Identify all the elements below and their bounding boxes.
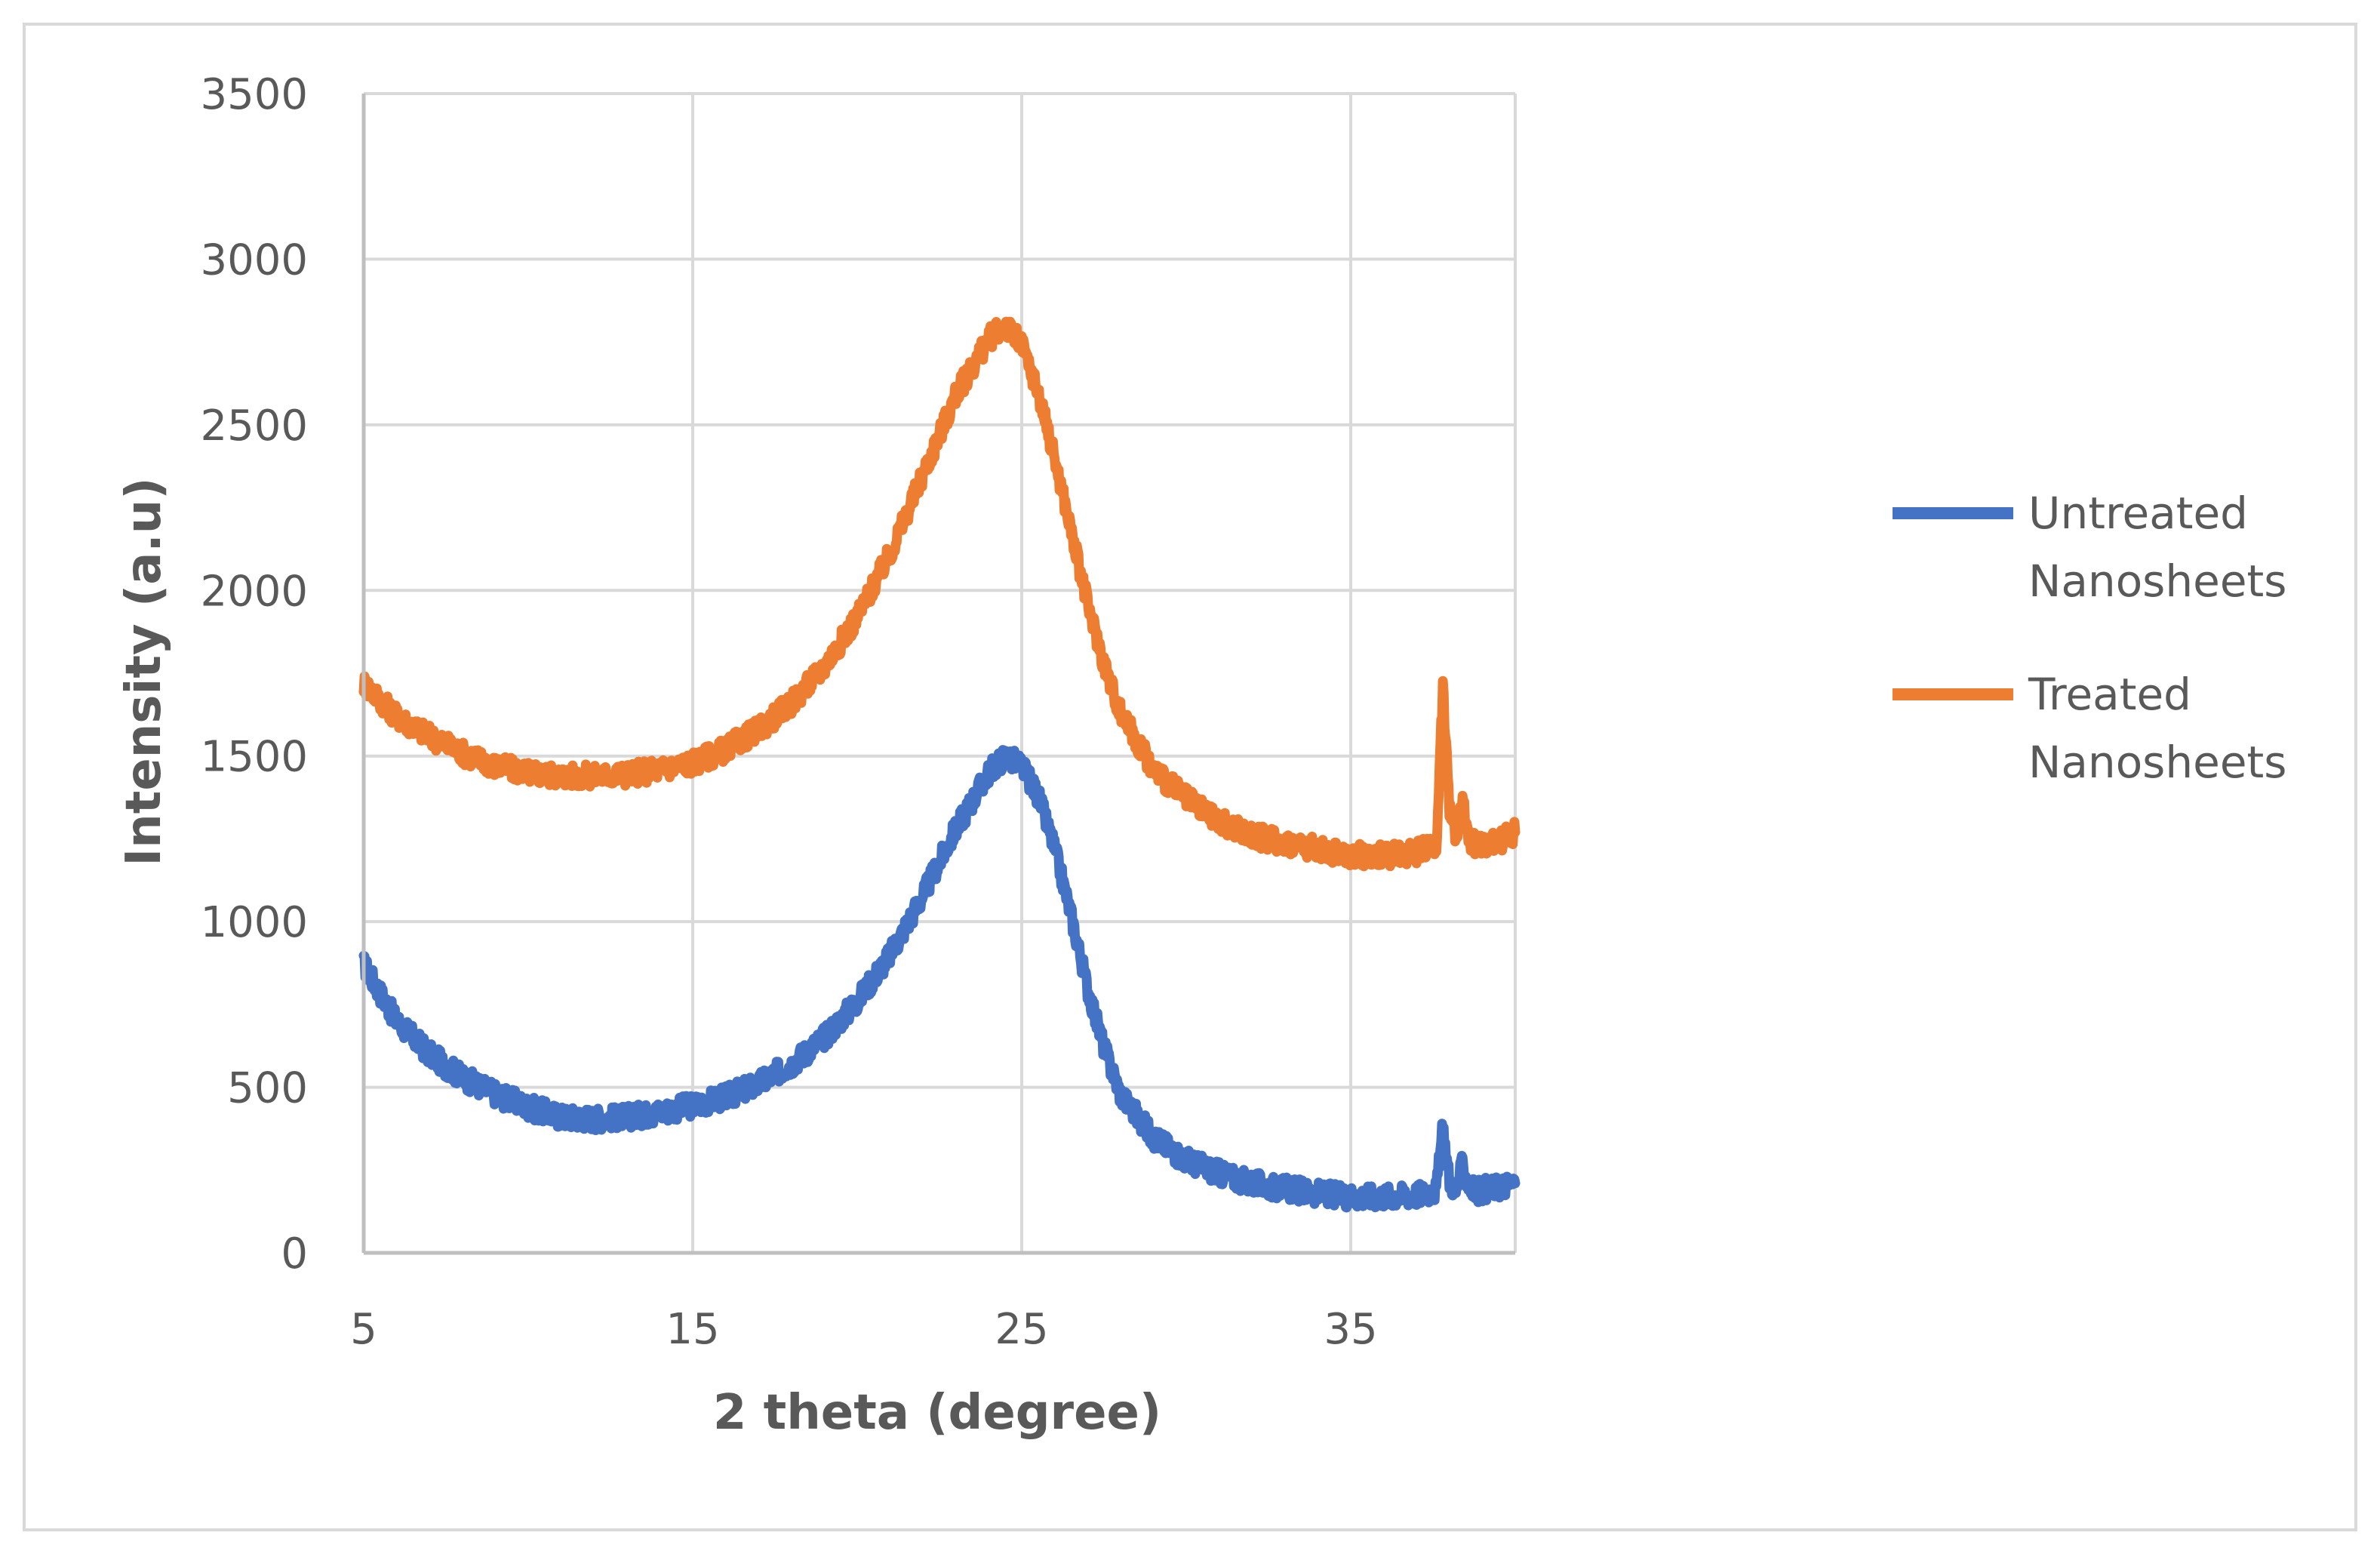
x-tick-label: 25: [995, 1305, 1048, 1354]
legend-label-untreated-line1: Untreated: [2028, 488, 2248, 539]
y-tick-label: 3500: [200, 70, 308, 119]
y-tick-label: 1000: [200, 898, 308, 947]
legend-item-untreated: Untreated Nanosheets: [1893, 488, 2286, 607]
axis-lines: [361, 94, 1515, 1255]
y-tick-label: 2500: [200, 402, 308, 451]
x-axis-title: 2 theta (degree): [713, 1385, 1161, 1441]
x-tick-label: 35: [1324, 1305, 1377, 1354]
y-tick-label: 2000: [200, 567, 308, 616]
legend-label-treated-line2: Nanosheets: [2028, 737, 2286, 788]
legend-label-treated-line1: Treated: [2028, 669, 2191, 720]
series-line-untreated: [358, 745, 1521, 1213]
series-lines: [358, 316, 1521, 1213]
x-tick-label: 15: [666, 1305, 719, 1354]
y-tick-label: 500: [227, 1064, 308, 1113]
y-tick-label: 3000: [200, 235, 308, 285]
y-tick-label: 1500: [200, 733, 308, 782]
legend-label-untreated-line2: Nanosheets: [2028, 555, 2286, 607]
y-tick-label: 0: [281, 1229, 308, 1279]
chart-frame: [23, 23, 2357, 1531]
legend: Untreated Nanosheets Treated Nanosheets: [1893, 488, 2286, 788]
series-line-treated: [358, 316, 1521, 872]
y-axis-title: Intensity (a.u): [116, 477, 172, 866]
x-tick-labels: 5 15 25 35: [350, 1305, 1377, 1354]
gridlines: [364, 92, 1517, 1253]
y-tick-labels: 0 500 1000 1500 2000 2500 3000 3500: [200, 70, 308, 1279]
x-tick-label: 5: [350, 1305, 377, 1354]
legend-item-treated: Treated Nanosheets: [1893, 669, 2286, 788]
